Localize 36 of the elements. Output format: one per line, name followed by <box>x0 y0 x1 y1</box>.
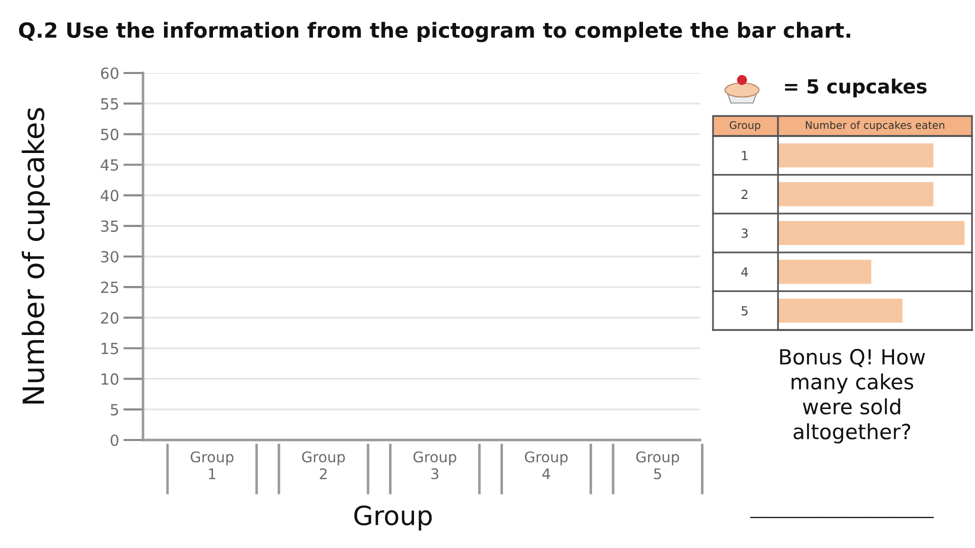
x-tick-label: Group 4 <box>524 451 568 480</box>
x-tick-label: Group 2 <box>302 451 345 480</box>
y-tick-label: 30 <box>101 250 118 263</box>
x-tick-label: Group 5 <box>636 451 680 480</box>
x-tick-label: Group 1 <box>190 451 234 480</box>
y-tick-label: 20 <box>101 312 118 324</box>
y-tick-label: 0 <box>110 434 118 446</box>
y-tick-label: 35 <box>101 220 118 232</box>
y-tick-label: 60 <box>101 67 118 80</box>
y-tick-label: 25 <box>101 282 118 294</box>
text: ______________________ <box>750 516 934 518</box>
y-tick-label: 10 <box>102 373 118 385</box>
y-tick-label: 15 <box>102 342 118 354</box>
y-tick-label: 55 <box>101 98 118 110</box>
y-tick-label: 5 <box>742 306 748 316</box>
text: Bonus Q! How many cakes were sold altogether? <box>780 348 925 444</box>
y-tick-label: 50 <box>101 128 118 140</box>
x-axis-title: Group <box>354 505 432 531</box>
y-tick-label: 45 <box>100 159 118 171</box>
x-tick-label: Group 3 <box>413 451 456 480</box>
bar <box>778 260 872 284</box>
bar <box>778 143 934 168</box>
text: = 5 cupcakes <box>785 78 927 98</box>
bar <box>778 298 902 323</box>
y-axis-title: Number of cupcakes <box>22 108 50 404</box>
y-tick-label: 40 <box>100 190 118 202</box>
y-axis-title: Group <box>730 121 760 132</box>
bar <box>778 220 965 246</box>
chart-title: Q.2 Use the information from the pictogram to complete the bar chart. <box>19 22 850 42</box>
y-tick-label: 2 <box>742 190 748 199</box>
y-tick-label: 3 <box>742 228 748 238</box>
y-tick-label: 5 <box>110 404 118 416</box>
bar <box>778 182 934 206</box>
x-axis-title: Number of cupcakes eaten <box>806 120 944 132</box>
y-tick-label: 1 <box>742 151 748 160</box>
y-tick-label: 4 <box>741 267 748 277</box>
